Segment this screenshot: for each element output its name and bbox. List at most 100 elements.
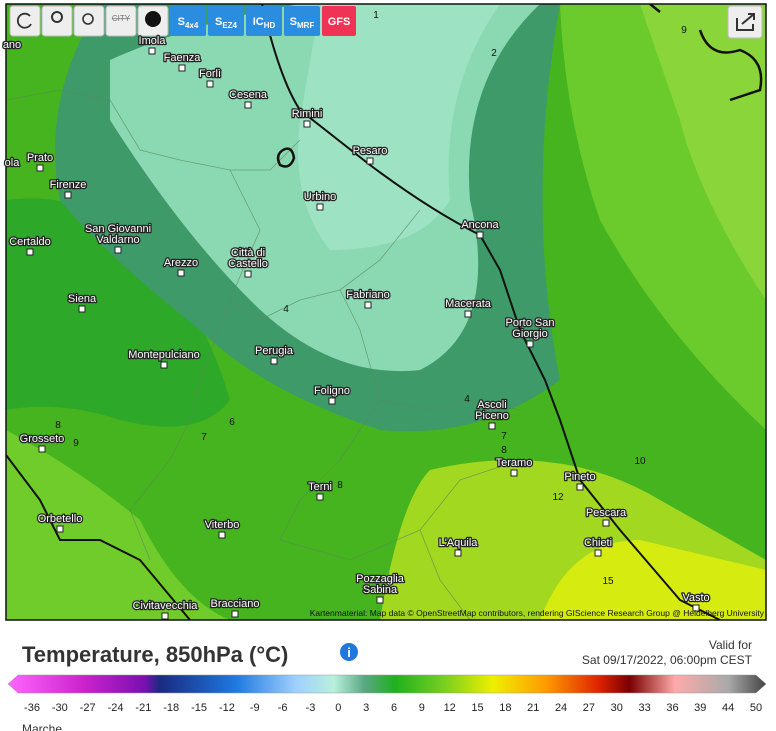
contour-label: 15 <box>602 576 614 587</box>
contour-label: 1 <box>373 10 379 21</box>
city-label: Pineto <box>564 471 595 483</box>
model-button-label: ICHD <box>253 16 276 30</box>
city-label: Prato <box>27 152 53 164</box>
city-marker <box>594 549 602 557</box>
scale-label: 39 <box>694 702 706 714</box>
city-marker <box>576 483 584 491</box>
city-marker <box>328 397 336 405</box>
contour-label: 8 <box>337 480 343 491</box>
coastline <box>6 454 191 620</box>
toolbar: CITY S4x4 SEZ4 ICHD SMRF GFS <box>9 5 763 39</box>
model-button-label: GFS <box>328 16 351 28</box>
city-label: Castello <box>228 258 268 270</box>
city-label: Fabriano <box>346 289 389 301</box>
scale-labels: -36 -30 -27 -24 -21 -18 -15 -12 -9 -6 -3 0 3 6 9 12 15 18… <box>24 702 762 714</box>
city-label: Montepulciano <box>128 349 200 361</box>
city-label: Teramo <box>496 457 533 469</box>
city-label: Terni <box>308 481 332 493</box>
scale-label: 9 <box>419 702 425 714</box>
info-icon[interactable] <box>340 643 358 661</box>
contour-label: 7 <box>201 432 207 443</box>
zoom-button[interactable] <box>73 5 105 37</box>
city-button-label: CITY <box>112 14 131 23</box>
city-marker <box>114 246 122 254</box>
scale-label: -9 <box>250 702 260 714</box>
city-label: Pescara <box>586 507 627 519</box>
color-scale <box>7 674 767 694</box>
scale-label: 36 <box>666 702 678 714</box>
city-marker <box>244 101 252 109</box>
city-label: Cesena <box>229 89 268 101</box>
scale-label: 27 <box>583 702 595 714</box>
model-button[interactable] <box>170 6 206 36</box>
city-label: Porto San <box>506 317 555 329</box>
city-marker <box>64 191 72 199</box>
marker-icon <box>145 11 161 27</box>
model-button[interactable] <box>284 6 320 36</box>
city-marker <box>38 445 46 453</box>
city-label: Firenze <box>50 179 87 191</box>
city-label: Orbetello <box>38 513 83 525</box>
scale-label: -12 <box>219 702 235 714</box>
contour-label: 4 <box>283 304 289 315</box>
model-button[interactable] <box>246 6 282 36</box>
contour-label: 9 <box>73 438 79 449</box>
city-label: Bracciano <box>211 598 260 610</box>
city-label: Certaldo <box>9 236 51 248</box>
scale-label: -6 <box>278 702 288 714</box>
city-label: Perugia <box>255 345 294 357</box>
contour-label: 8 <box>501 445 507 456</box>
city-label: Sabina <box>363 584 398 596</box>
model-button[interactable] <box>208 6 244 36</box>
city-marker <box>526 340 534 348</box>
city-label: Civitavecchia <box>133 600 199 612</box>
zoom-icon <box>82 13 94 25</box>
city-marker <box>244 270 252 278</box>
city-marker <box>160 361 168 369</box>
map-frame <box>5 3 767 621</box>
valid-label: Valid for <box>709 638 752 652</box>
locate-icon <box>51 11 63 23</box>
scale-label: -24 <box>108 702 124 714</box>
city-marker <box>26 248 34 256</box>
city-button[interactable] <box>105 5 137 37</box>
map[interactable] <box>6 4 766 620</box>
model-button-label: SEZ4 <box>215 16 238 30</box>
city-marker <box>231 610 239 618</box>
city-label: Viterbo <box>205 519 240 531</box>
scale-label: 6 <box>391 702 397 714</box>
city-label: Forlì <box>199 68 221 80</box>
contour-label: 7 <box>501 431 507 442</box>
city-label: Foligno <box>314 385 350 397</box>
scale-label: 3 <box>363 702 369 714</box>
scale-label: 24 <box>555 702 567 714</box>
valid-time: Sat 09/17/2022, 06:00pm CEST <box>582 653 753 667</box>
city-marker <box>303 120 311 128</box>
contour-label: 8 <box>55 420 61 431</box>
info-icon-glyph: i <box>347 645 351 660</box>
refresh-button[interactable] <box>9 5 41 37</box>
model-button-label: SMRF <box>290 16 315 30</box>
contour-label: 2 <box>491 48 497 59</box>
scale-label: -18 <box>163 702 179 714</box>
city-marker <box>510 469 518 477</box>
city-label: ano <box>3 39 21 51</box>
scale-label: -21 <box>135 702 151 714</box>
city-label: ola <box>5 157 21 169</box>
city-marker <box>692 604 700 612</box>
city-label: Rimini <box>292 108 323 120</box>
contour-label: 12 <box>552 492 564 503</box>
contour-label: 6 <box>229 417 235 428</box>
city-label: Macerata <box>445 298 492 310</box>
model-button[interactable] <box>322 6 356 36</box>
scale-label: 0 <box>335 702 341 714</box>
city-label: Arezzo <box>164 257 198 269</box>
scale-label: -30 <box>52 702 68 714</box>
city-marker <box>270 357 278 365</box>
city-marker <box>476 231 484 239</box>
city-marker <box>488 422 496 430</box>
scale-label: -3 <box>306 702 316 714</box>
city-marker <box>177 269 185 277</box>
city-marker <box>464 310 472 318</box>
scale-label: 15 <box>471 702 483 714</box>
